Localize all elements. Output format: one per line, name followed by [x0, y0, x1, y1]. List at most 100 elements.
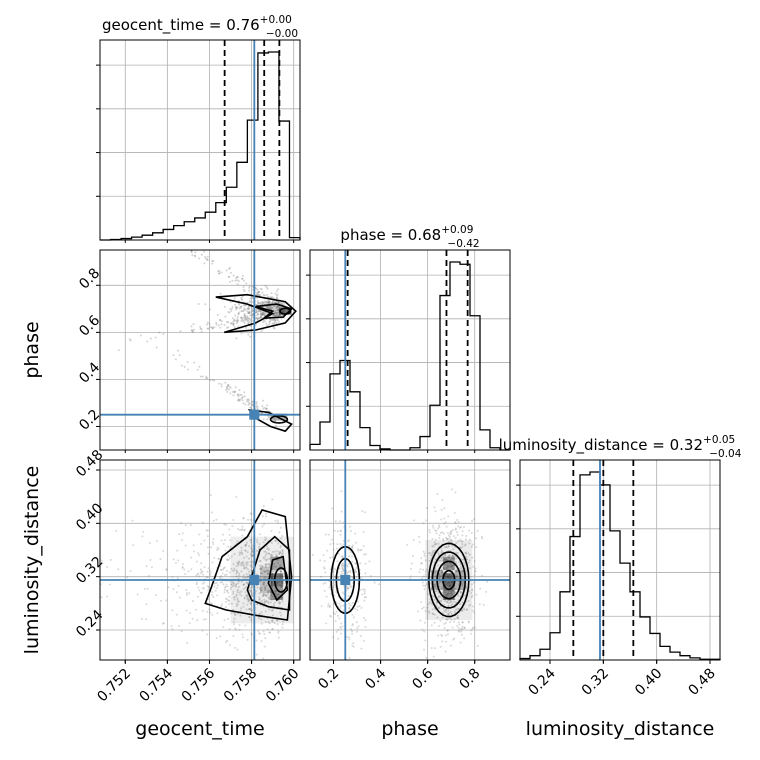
sample-point: [422, 606, 425, 609]
sample-point: [451, 554, 454, 557]
sample-point: [276, 521, 279, 524]
sample-point: [249, 561, 252, 564]
sample-point: [260, 611, 263, 614]
sample-point: [432, 612, 435, 615]
sample-point: [255, 405, 258, 408]
sample-point: [255, 549, 258, 552]
sample-point: [445, 618, 448, 621]
sample-point: [444, 521, 447, 524]
sample-point: [482, 603, 485, 606]
sample-point: [239, 398, 242, 401]
sample-point: [230, 555, 233, 558]
sample-point: [248, 586, 251, 589]
sample-point: [228, 628, 231, 631]
sample-point: [262, 293, 265, 296]
sample-point: [340, 564, 343, 567]
title-geocent-time: geocent_time = 0.76+0.00 −0.00: [102, 14, 298, 40]
sample-point: [265, 407, 268, 410]
sample-point: [206, 585, 209, 588]
sample-point: [435, 543, 438, 546]
sample-point: [229, 392, 232, 395]
sample-point: [430, 554, 433, 557]
sample-point: [452, 597, 455, 600]
sample-point: [273, 301, 276, 304]
sample-point: [444, 650, 447, 653]
sample-point: [434, 538, 437, 541]
sample-point: [233, 617, 236, 620]
sample-point: [471, 583, 474, 586]
sample-point: [269, 305, 272, 308]
sample-point: [417, 610, 420, 613]
sample-point: [186, 361, 189, 364]
sample-point: [354, 607, 357, 610]
sample-point: [447, 515, 450, 518]
sample-point: [342, 569, 345, 572]
sample-point: [266, 293, 269, 296]
sample-point: [241, 277, 244, 280]
sample-point: [451, 488, 454, 491]
sample-point: [177, 559, 180, 562]
sample-point: [203, 255, 206, 258]
sample-point: [257, 291, 260, 294]
sample-point: [236, 648, 239, 651]
sample-point: [248, 312, 251, 315]
sample-point: [332, 603, 335, 606]
sample-point: [339, 604, 342, 607]
sample-point: [189, 524, 192, 527]
sample-point: [273, 565, 276, 568]
sample-point: [446, 601, 449, 604]
sample-point: [450, 594, 453, 597]
sample-point: [231, 322, 234, 325]
sample-point: [264, 539, 267, 542]
sample-point: [271, 595, 274, 598]
sample-point: [199, 568, 202, 571]
sample-point: [271, 567, 274, 570]
sample-point: [227, 275, 230, 278]
sample-point: [192, 323, 195, 326]
sample-point: [451, 564, 454, 567]
sample-point: [443, 522, 446, 525]
sample-point: [237, 395, 240, 398]
sample-point: [355, 575, 358, 578]
sample-point: [263, 406, 266, 409]
contour-line: [267, 555, 289, 602]
sample-point: [238, 399, 241, 402]
sample-point: [311, 553, 314, 556]
sample-point: [273, 601, 276, 604]
sample-point: [248, 570, 251, 573]
sample-point: [247, 307, 250, 310]
sample-point: [475, 546, 478, 549]
sample-point: [438, 524, 441, 527]
sample-point: [433, 543, 436, 546]
sample-point: [263, 581, 266, 584]
sample-point: [234, 279, 237, 282]
sample-point: [248, 608, 251, 611]
sample-point: [334, 520, 337, 523]
sample-point: [234, 314, 237, 317]
sample-point: [220, 574, 223, 577]
sample-point: [184, 524, 187, 527]
sample-point: [268, 307, 271, 310]
sample-point: [457, 630, 460, 633]
sample-point: [342, 609, 345, 612]
sample-point: [275, 305, 278, 308]
sample-point: [463, 626, 466, 629]
sample-point: [240, 319, 243, 322]
sample-point: [200, 570, 203, 573]
sample-point: [436, 551, 439, 554]
sample-point: [272, 597, 275, 600]
sample-point: [455, 616, 458, 619]
sample-point: [275, 294, 278, 297]
sample-point: [242, 309, 245, 312]
sample-point: [209, 611, 212, 614]
sample-point: [241, 553, 244, 556]
sample-point: [433, 561, 436, 564]
sample-point: [457, 621, 460, 624]
sample-point: [195, 608, 198, 611]
sample-point: [351, 546, 354, 549]
sample-point: [181, 539, 184, 542]
sample-point: [248, 402, 251, 405]
sample-point: [438, 595, 441, 598]
truth-marker: [340, 575, 351, 585]
sample-point: [356, 627, 359, 630]
